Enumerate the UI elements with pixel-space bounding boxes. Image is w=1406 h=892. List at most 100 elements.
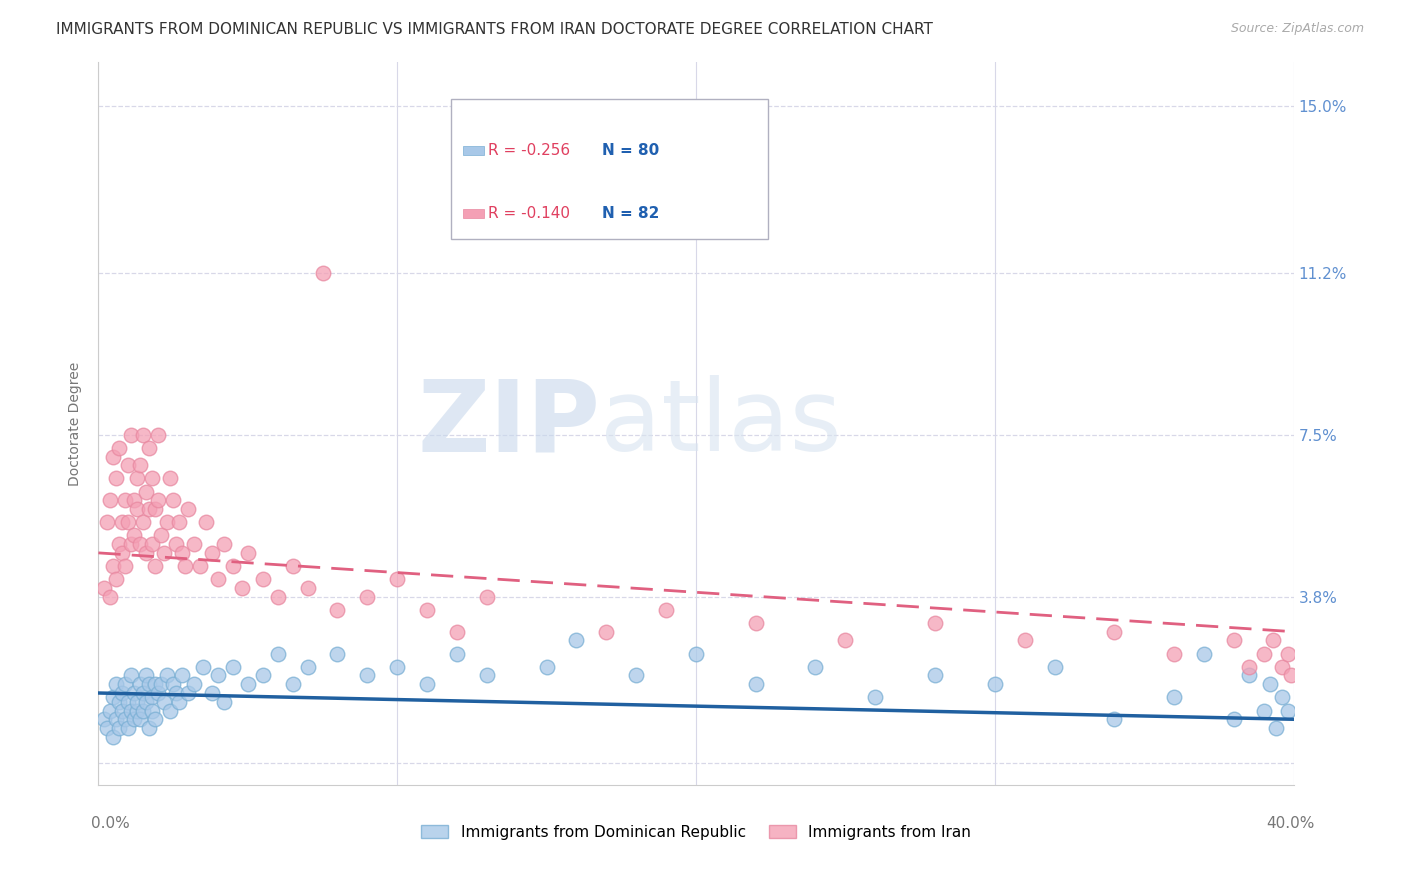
Point: [385, 659, 409, 673]
Point: [105, 572, 128, 586]
Point: [475, 590, 498, 604]
Point: [148, 493, 170, 508]
Point: [141, 537, 163, 551]
Text: N = 80: N = 80: [602, 143, 659, 158]
Point: [108, 441, 131, 455]
Legend: Immigrants from Dominican Republic, Immigrants from Iran: Immigrants from Dominican Republic, Immi…: [415, 819, 977, 846]
Point: [626, 668, 648, 682]
Point: [212, 695, 235, 709]
Point: [183, 677, 205, 691]
Point: [124, 712, 146, 726]
Point: [1253, 647, 1275, 661]
Point: [1043, 659, 1066, 673]
Point: [236, 677, 259, 691]
Point: [103, 730, 125, 744]
Point: [159, 471, 181, 485]
Point: [536, 178, 558, 192]
Point: [536, 659, 558, 673]
Point: [1163, 647, 1185, 661]
Point: [924, 615, 946, 630]
Point: [267, 590, 290, 604]
Point: [111, 515, 134, 529]
Point: [745, 677, 768, 691]
Point: [1277, 704, 1299, 718]
Bar: [463, 146, 484, 155]
Point: [124, 686, 146, 700]
Text: Source: ZipAtlas.com: Source: ZipAtlas.com: [1230, 22, 1364, 36]
Point: [105, 712, 128, 726]
Point: [162, 677, 184, 691]
Y-axis label: Doctorate Degree: Doctorate Degree: [69, 361, 83, 486]
Point: [222, 659, 245, 673]
Point: [1223, 712, 1246, 726]
Point: [174, 559, 197, 574]
Point: [1237, 668, 1260, 682]
Point: [281, 677, 304, 691]
Bar: [451, 99, 768, 239]
Point: [108, 721, 131, 735]
Point: [252, 572, 274, 586]
Point: [236, 546, 259, 560]
Point: [416, 677, 439, 691]
Point: [120, 537, 142, 551]
Point: [111, 704, 134, 718]
Point: [1223, 633, 1246, 648]
Point: [132, 704, 155, 718]
Point: [105, 471, 128, 485]
Point: [188, 559, 211, 574]
Point: [117, 458, 139, 473]
Point: [114, 712, 136, 726]
Text: 40.0%: 40.0%: [1267, 816, 1315, 831]
Bar: [463, 210, 484, 219]
Point: [127, 502, 149, 516]
Point: [165, 537, 187, 551]
Point: [156, 668, 179, 682]
Point: [1258, 677, 1281, 691]
Point: [281, 559, 304, 574]
Point: [124, 528, 146, 542]
Point: [385, 572, 409, 586]
Point: [172, 668, 194, 682]
Point: [143, 502, 166, 516]
Point: [1014, 633, 1036, 648]
Point: [138, 721, 160, 735]
Text: 0.0%: 0.0%: [91, 816, 131, 831]
Point: [172, 546, 194, 560]
Point: [127, 471, 149, 485]
Point: [1192, 647, 1215, 661]
Point: [655, 603, 678, 617]
Point: [98, 590, 122, 604]
Point: [96, 721, 118, 735]
Point: [1261, 633, 1284, 648]
Point: [135, 484, 157, 499]
Point: [1104, 712, 1126, 726]
Text: IMMIGRANTS FROM DOMINICAN REPUBLIC VS IMMIGRANTS FROM IRAN DOCTORATE DEGREE CORR: IMMIGRANTS FROM DOMINICAN REPUBLIC VS IM…: [56, 22, 934, 37]
Point: [127, 695, 149, 709]
Point: [143, 559, 166, 574]
Point: [1279, 668, 1302, 682]
Point: [143, 712, 166, 726]
Point: [108, 695, 131, 709]
Point: [165, 686, 187, 700]
Point: [834, 633, 856, 648]
Point: [177, 502, 200, 516]
Point: [135, 668, 157, 682]
Point: [191, 659, 214, 673]
Point: [138, 441, 160, 455]
Point: [1277, 647, 1299, 661]
Point: [984, 677, 1007, 691]
Point: [201, 546, 224, 560]
Point: [207, 572, 229, 586]
Point: [98, 704, 122, 718]
Point: [1253, 704, 1275, 718]
Point: [153, 695, 176, 709]
Point: [93, 581, 115, 595]
Point: [311, 266, 333, 280]
Point: [141, 471, 163, 485]
Point: [117, 695, 139, 709]
Point: [103, 450, 125, 464]
Point: [595, 624, 617, 639]
Point: [297, 659, 319, 673]
Point: [326, 647, 349, 661]
Point: [195, 515, 218, 529]
